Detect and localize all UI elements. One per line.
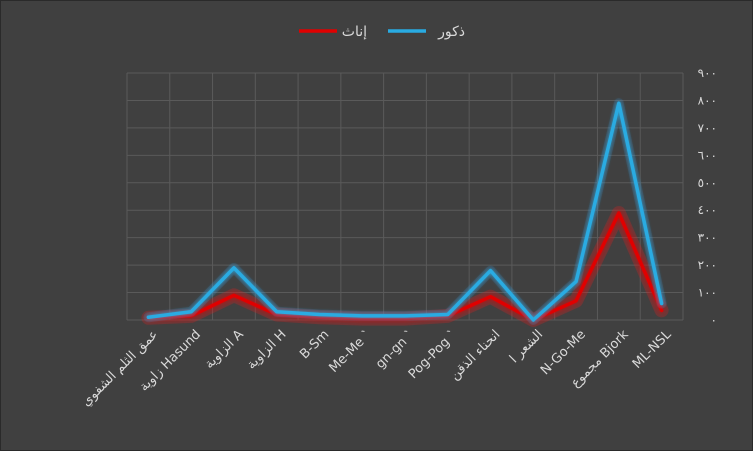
x-tick-label: الشعر ا xyxy=(507,327,546,366)
legend: إناث ذكور xyxy=(299,24,465,40)
x-tick-label: الزاوية A xyxy=(202,327,247,372)
x-tick-label: Me-Me ` xyxy=(326,327,375,376)
y-tick-label: ٧٠٠ xyxy=(698,121,717,135)
y-tick-label: ٩٠٠ xyxy=(698,66,717,80)
legend-label-female: إناث xyxy=(342,24,367,40)
y-tick-label: ٨٠٠ xyxy=(698,93,717,107)
series-lines xyxy=(141,98,669,327)
y-tick-label: ٠ xyxy=(711,313,717,327)
y-tick-label: ٣٠٠ xyxy=(698,231,717,245)
legend-label-male: ذكور xyxy=(437,24,465,40)
x-tick-label: B-Sm xyxy=(297,327,332,362)
grid xyxy=(126,72,684,321)
y-tick-label: ٤٠٠ xyxy=(698,203,717,217)
y-tick-label: ٦٠٠ xyxy=(698,148,717,162)
x-tick-label: الزاوية H xyxy=(244,327,289,372)
y-tick-label: ٥٠٠ xyxy=(698,176,717,190)
y-tick-label: ٢٠٠ xyxy=(698,258,717,272)
x-tick-label: عمق الثلم الشفوي xyxy=(79,327,161,409)
y-tick-label: ١٠٠ xyxy=(698,286,717,300)
x-tick-label: ML-NSL xyxy=(630,327,675,372)
y-axis-ticks: ٠ ١٠٠ ٢٠٠ ٣٠٠ ٤٠٠ ٥٠٠ ٦٠٠ ٧٠٠ ٨٠٠ ٩٠٠ xyxy=(698,66,717,327)
